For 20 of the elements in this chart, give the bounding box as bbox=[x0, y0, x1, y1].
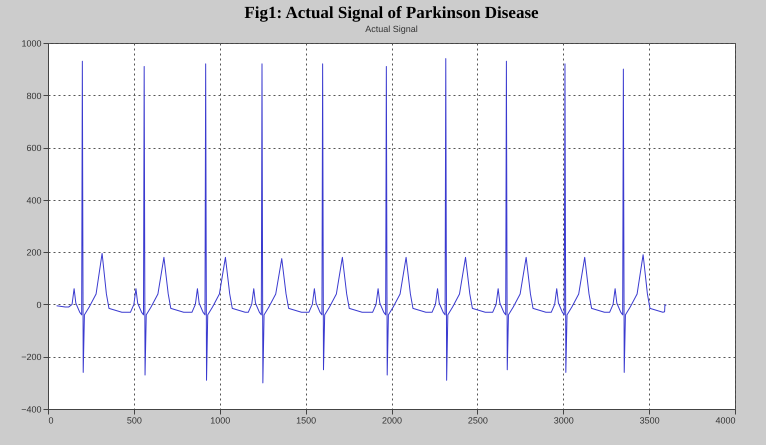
x-tick-label: 2500 bbox=[468, 416, 488, 426]
x-tick-label: 3500 bbox=[640, 416, 660, 426]
x-tick-label: 3000 bbox=[554, 416, 574, 426]
x-tick-label: 500 bbox=[126, 416, 142, 426]
x-tick-label: 4000 bbox=[715, 416, 736, 426]
x-tick-label: 1500 bbox=[296, 416, 316, 426]
y-tick-label: 1000 bbox=[21, 38, 42, 48]
y-tick-label: 600 bbox=[26, 143, 42, 154]
x-tick-label: 0 bbox=[48, 416, 54, 426]
y-tick-label: 200 bbox=[26, 248, 42, 258]
y-tick-label: 400 bbox=[26, 195, 42, 206]
line-series bbox=[56, 58, 667, 384]
x-tick-label: 2000 bbox=[382, 416, 402, 426]
y-tick-label: 800 bbox=[26, 90, 42, 101]
chart-title: Fig1: Actual Signal of Parkinson Disease bbox=[244, 3, 540, 22]
y-tick-label: 0 bbox=[36, 300, 42, 310]
x-tick-label: 1000 bbox=[210, 416, 230, 426]
y-tick-label: −200 bbox=[21, 352, 42, 362]
chart-subtitle: Actual Signal bbox=[365, 24, 418, 34]
y-tick-label: −400 bbox=[21, 404, 42, 414]
